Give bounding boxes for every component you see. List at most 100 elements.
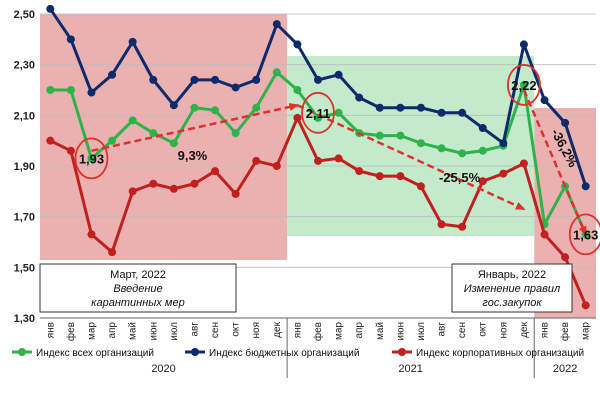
x-tick-label: июл — [416, 322, 427, 341]
x-tick-label: май — [375, 322, 386, 340]
highlight-label: 1,93 — [79, 151, 104, 166]
y-tick-label: 1,70 — [14, 212, 35, 224]
legend-label: Индекс бюджетных организаций — [209, 347, 359, 359]
data-point — [437, 108, 446, 117]
data-point — [149, 75, 158, 84]
data-point — [561, 118, 570, 127]
data-point — [272, 20, 281, 29]
data-point — [190, 75, 199, 84]
data-point — [272, 68, 281, 77]
data-point — [66, 86, 75, 94]
data-point — [293, 113, 302, 122]
data-point — [375, 131, 384, 140]
highlight-label: 2,22 — [511, 78, 536, 93]
data-point — [252, 75, 261, 84]
x-tick-label: фев — [312, 322, 324, 341]
data-point — [66, 146, 75, 155]
x-tick-label: сен — [210, 322, 221, 338]
data-point — [272, 162, 281, 170]
x-tick-label: мар — [334, 322, 345, 340]
data-point — [478, 177, 487, 186]
data-point — [128, 187, 137, 196]
data-point — [458, 149, 467, 158]
data-point — [149, 179, 158, 188]
data-point — [169, 184, 178, 193]
data-point — [169, 139, 178, 148]
note-box — [451, 263, 573, 313]
data-point — [561, 253, 570, 262]
x-tick-label: апр — [354, 322, 365, 339]
x-tick-label: янв — [540, 322, 551, 338]
data-point — [46, 136, 55, 145]
data-point — [252, 156, 261, 165]
x-tick-label: дек — [272, 321, 283, 337]
data-point — [169, 101, 178, 110]
data-point — [87, 154, 96, 163]
trend-arrow — [91, 103, 300, 153]
data-point — [499, 169, 508, 178]
data-point — [108, 70, 117, 79]
data-point — [355, 167, 364, 176]
data-point — [293, 40, 302, 49]
data-point — [46, 86, 55, 94]
note-line: Март, 2022 — [110, 269, 166, 281]
x-tick-label: дек — [519, 321, 530, 337]
data-point — [231, 189, 240, 198]
data-point — [252, 103, 261, 112]
data-point — [458, 222, 467, 231]
x-tick-label: апр — [107, 322, 118, 339]
data-point — [190, 103, 199, 112]
data-point — [396, 131, 405, 140]
x-tick-label: сен — [457, 322, 468, 338]
data-point — [540, 96, 549, 105]
x-tick-label: ноя — [251, 322, 262, 339]
x-tick-label: июл — [169, 322, 180, 341]
change-annotation: -25,5% — [439, 170, 481, 185]
x-tick-label: май — [128, 322, 139, 340]
data-point — [396, 172, 405, 181]
data-point — [416, 103, 425, 112]
data-point — [334, 70, 343, 79]
legend-label: Индекс всех организаций — [36, 348, 154, 359]
year-label: 2022 — [553, 363, 577, 375]
data-point — [519, 159, 528, 168]
note-line: Изменение правил — [464, 283, 560, 295]
note-line: Введение — [113, 283, 162, 295]
x-tick-label: янв — [292, 322, 303, 338]
legend-marker — [398, 348, 406, 356]
data-point — [128, 37, 137, 46]
data-point — [458, 108, 467, 117]
x-tick-label: мар — [86, 322, 97, 340]
legend-label: Индекс корпоративных организаций — [416, 348, 584, 359]
data-point — [108, 136, 117, 145]
data-point — [314, 156, 322, 165]
data-point — [87, 230, 96, 239]
data-point — [355, 93, 364, 102]
x-tick-label: мар — [581, 322, 592, 340]
data-point — [149, 129, 158, 138]
data-point — [231, 83, 240, 92]
note-line: Январь, 2022 — [478, 269, 546, 281]
data-point — [108, 248, 117, 257]
data-point — [581, 182, 590, 191]
data-point — [519, 80, 528, 89]
data-point — [334, 108, 343, 117]
x-tick-label: ноя — [498, 322, 509, 339]
y-tick-label: 2,30 — [14, 60, 35, 72]
x-tick-label: фев — [65, 322, 77, 341]
note-line: гос.закупок — [482, 297, 542, 309]
change-annotation: 9,3% — [178, 148, 208, 163]
year-label: 2021 — [398, 363, 422, 375]
data-point — [87, 88, 96, 97]
x-tick-label: янв — [45, 322, 56, 338]
data-point — [437, 220, 446, 229]
data-point — [293, 86, 302, 94]
data-point — [231, 129, 240, 138]
x-tick-label: фев — [559, 322, 571, 341]
x-tick-label: июн — [395, 322, 406, 341]
trend-arrow — [522, 89, 587, 237]
data-point — [416, 182, 425, 191]
y-tick-label: 2,50 — [14, 9, 35, 21]
